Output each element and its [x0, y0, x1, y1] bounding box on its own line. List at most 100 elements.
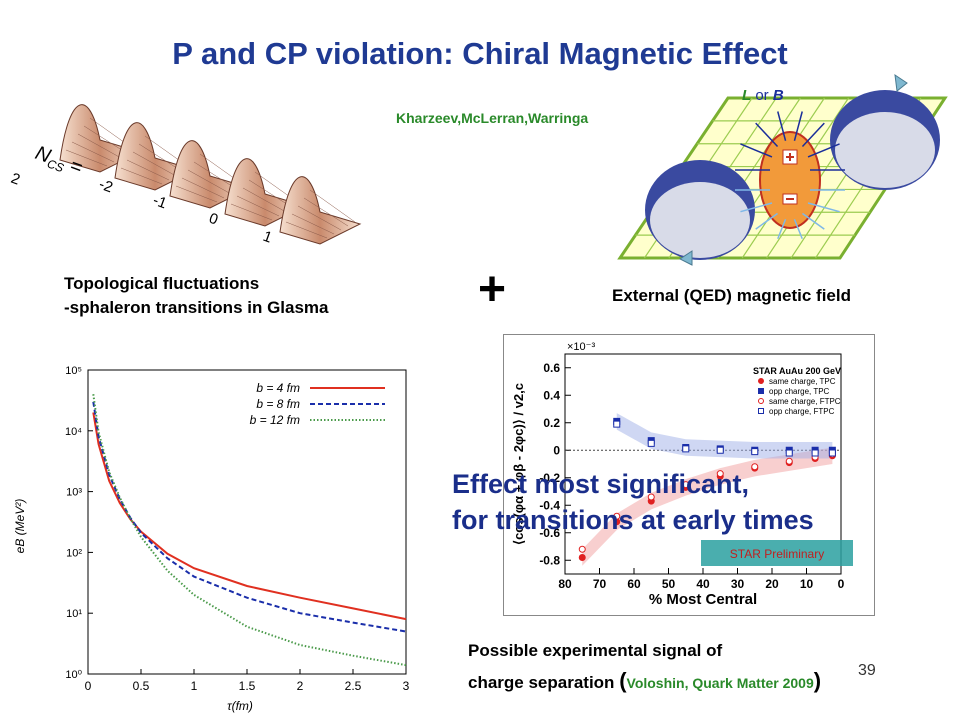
- signal-caption: Possible experimental signal of charge s…: [468, 641, 822, 693]
- x-tick-label: 2: [297, 679, 304, 693]
- legend-label: b = 12 fm: [250, 413, 300, 427]
- voloshin-reference: Voloshin, Quark Matter 2009: [626, 675, 814, 691]
- x-axis-label: % Most Central: [649, 591, 757, 608]
- negative-current-arrow: [777, 218, 787, 240]
- topology-caption: Topological fluctuations -sphaleron tran…: [64, 274, 329, 317]
- series-line: [92, 394, 407, 667]
- collision-illustration: L or B: [617, 73, 948, 266]
- data-point: [613, 512, 621, 520]
- l-or-b-label: L or B: [742, 87, 784, 104]
- ncs-label: NCS =: [32, 142, 86, 181]
- data-point: [578, 554, 586, 561]
- y-tick-label: -0.8: [539, 553, 560, 567]
- surface-mesh-line: [65, 149, 108, 167]
- surface-mesh-line: [132, 151, 177, 177]
- x-tick-label: 10: [800, 577, 814, 591]
- ncs-tick: 2: [9, 170, 23, 189]
- legend-title: STAR AuAu 200 GeV: [753, 366, 841, 376]
- negative-current-arrow: [802, 212, 825, 230]
- legend-label: same charge, TPC: [769, 377, 836, 386]
- negative-current-arrow: [807, 202, 840, 213]
- y-tick-label: 0: [553, 443, 560, 457]
- positive-current-arrow: [807, 143, 840, 158]
- y-tick-label: 10²: [66, 547, 82, 559]
- surface-mesh-line: [236, 195, 280, 217]
- data-point: [751, 463, 759, 471]
- surface-mesh-line: [291, 213, 335, 235]
- surface-mesh-line: [230, 203, 273, 221]
- ncs-tick: -1: [151, 192, 169, 213]
- legend-label: b = 4 fm: [256, 381, 300, 395]
- surface-mesh-line: [297, 205, 342, 231]
- star-correlation-chart: 80 70 60 50 40 30 20 10 0 0.6 0.4 0.2 0 -0.2 -0.4 -0.6 -…: [503, 334, 875, 616]
- x-tick-label: 1: [191, 679, 198, 693]
- ncs-tick: 1: [261, 228, 275, 247]
- data-point: [716, 446, 724, 454]
- citation-kharzeev: Kharzeev,McLerran,Warringa: [396, 110, 589, 126]
- x-tick-label: 60: [627, 577, 641, 591]
- data-point: [613, 420, 621, 428]
- x-tick-label: 0: [85, 679, 92, 693]
- plot-frame: [87, 369, 407, 675]
- data-point: [647, 439, 655, 447]
- data-point: [828, 449, 836, 457]
- positive-current-arrow: [755, 122, 779, 148]
- data-point: [682, 481, 690, 489]
- legend-label: b = 8 fm: [256, 397, 300, 411]
- magnetic-field-chart: 0 0.5 1 1.5 2 2.5 3 10⁰ 10¹ 10² 10³ 10⁴ 10⁵ b = 4 fm…: [13, 365, 410, 713]
- data-point: [647, 493, 655, 501]
- plus-sign: +: [478, 263, 507, 316]
- y-tick-label: -0.2: [539, 471, 560, 485]
- y-tick-label: 10⁴: [65, 426, 82, 438]
- momentum-arrow-icon: [679, 250, 693, 266]
- x-tick-label: 1.5: [239, 679, 256, 693]
- momentum-arrow-icon: [894, 73, 908, 92]
- x-tick-label: 70: [593, 577, 607, 591]
- systematic-band: [616, 413, 833, 459]
- positive-current-arrow: [793, 111, 803, 141]
- surface-mesh-line: [126, 159, 170, 181]
- legend-marker: [758, 408, 764, 414]
- y-tick-label: 10¹: [66, 608, 82, 620]
- positive-current-arrow: [777, 111, 787, 141]
- systematic-band: [582, 447, 833, 566]
- positive-current-arrow: [740, 143, 773, 158]
- data-point: [682, 445, 690, 453]
- data-point: [811, 449, 819, 457]
- y-tick-label: -0.4: [539, 498, 560, 512]
- x-tick-label: 40: [696, 577, 710, 591]
- y-tick-label: 10³: [66, 487, 82, 499]
- negative-current-arrow: [740, 202, 773, 213]
- surface-mesh-line: [242, 187, 287, 213]
- surface-mesh-line: [120, 167, 163, 185]
- effect-note: Effect most significant, for transitions…: [452, 469, 814, 535]
- x-tick-label: 3: [403, 679, 410, 693]
- data-point: [785, 457, 793, 465]
- y-multiplier: ×10⁻³: [567, 341, 595, 353]
- x-axis-label: τ(fm): [227, 699, 253, 713]
- surface-ridge: [279, 176, 362, 245]
- data-point: [785, 449, 793, 457]
- y-axis-label: eB (MeV²): [13, 499, 27, 554]
- potential-surface: [59, 104, 362, 245]
- surface-mesh-line: [285, 221, 328, 239]
- data-point: [716, 470, 724, 478]
- y-tick-label: 0.6: [543, 361, 560, 375]
- negative-current-arrow: [793, 218, 803, 240]
- surface-mesh-line: [181, 177, 225, 199]
- surface-mesh-line: [77, 133, 122, 159]
- slide-number: 39: [858, 662, 876, 679]
- legend-label: opp charge, FTPC: [769, 407, 835, 416]
- x-tick-label: 2.5: [345, 679, 362, 693]
- series-line: [92, 412, 407, 621]
- surface-mesh-line: [309, 189, 356, 223]
- x-tick-label: 30: [731, 577, 745, 591]
- field-caption: External (QED) magnetic field: [612, 286, 851, 305]
- x-tick-label: 0: [838, 577, 845, 591]
- x-tick-label: 80: [558, 577, 572, 591]
- legend-marker: [758, 388, 764, 394]
- legend-marker: [758, 398, 764, 404]
- ncs-tick: -2: [97, 176, 115, 197]
- data-point: [578, 545, 586, 553]
- slide-title: P and CP violation: Chiral Magnetic Effe…: [172, 36, 788, 71]
